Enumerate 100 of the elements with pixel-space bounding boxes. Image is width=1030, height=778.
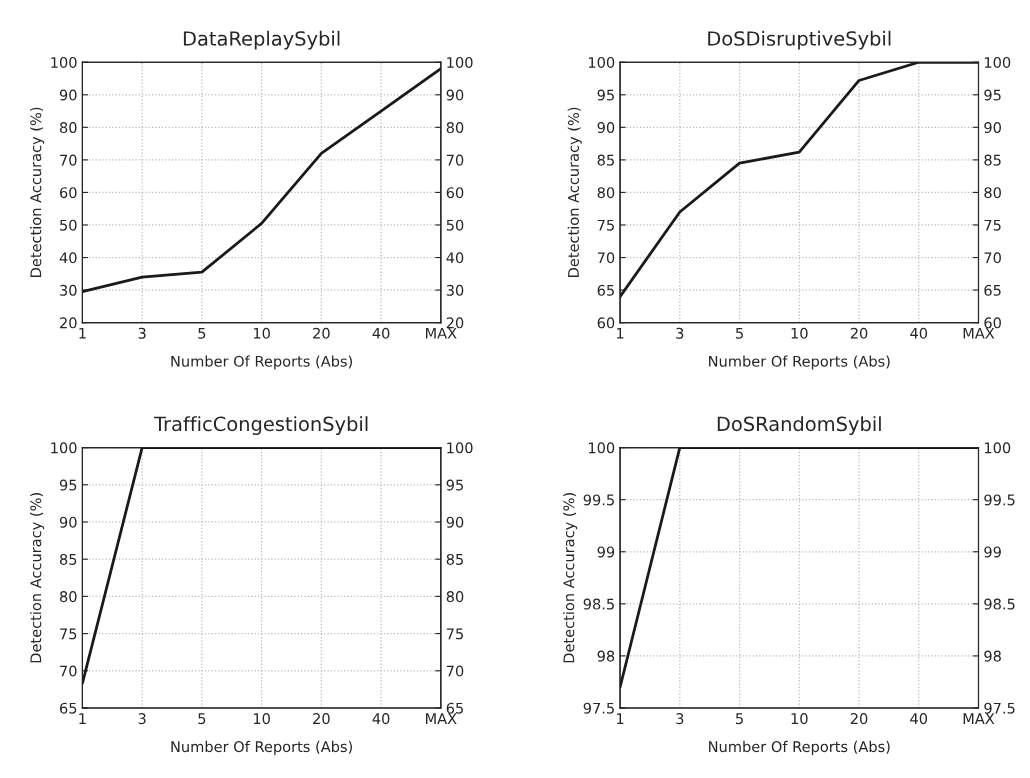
y-tick-label: 40 (59, 252, 77, 264)
chart-title: DoSRandomSybil (717, 416, 881, 435)
x-tick-label: 20 (313, 327, 330, 339)
y-tick-label: 100 (51, 442, 77, 454)
y-axis-title: Detection Accuracy (%) (30, 107, 45, 277)
x-tick-label: 1 (617, 713, 624, 724)
x-tick-label: 10 (791, 713, 808, 725)
x-tick-label: 20 (850, 327, 868, 339)
y2-tick-label: 80 (446, 591, 464, 603)
y2-tick-label: 60 (446, 187, 464, 199)
x-tick-label: MAX (963, 327, 995, 339)
x-tick-label: MAX (426, 713, 457, 724)
y-tick-label: 85 (59, 553, 77, 565)
x-tick-label: 3 (676, 327, 684, 339)
y2-tick-label: 50 (446, 219, 464, 231)
y2-tick-label: 75 (984, 219, 1001, 231)
y-tick-label: 80 (597, 187, 615, 199)
y-tick-label: 100 (588, 56, 615, 68)
x-tick-label: MAX (426, 327, 457, 339)
x-tick-label: 10 (791, 327, 808, 339)
x-tick-label: 3 (676, 713, 684, 725)
y2-tick-label: 20 (446, 317, 464, 329)
y-tick-label: 75 (597, 219, 614, 231)
y-tick-label: 65 (60, 702, 77, 714)
y-tick-label: 70 (60, 665, 77, 677)
y-tick-label: 99 (597, 546, 615, 558)
y-tick-label: 90 (59, 516, 77, 528)
y-tick-label: 90 (597, 122, 615, 134)
x-tick-label: 40 (910, 327, 928, 339)
x-tick-label: 5 (736, 713, 743, 725)
y2-tick-label: 40 (446, 252, 464, 264)
y2-tick-label: 85 (984, 154, 1001, 166)
y-axis-title: Detection Accuracy (%) (30, 493, 45, 663)
y2-tick-label: 98.5 (984, 598, 1015, 610)
y2-tick-label: 65 (984, 284, 1001, 296)
x-tick-label: 40 (372, 327, 390, 339)
y2-tick-label: 100 (447, 442, 473, 454)
y-tick-label: 85 (597, 154, 614, 166)
x-tick-label: 1 (79, 327, 86, 339)
y2-tick-label: 99.5 (984, 494, 1015, 506)
y-tick-label: 97.5 (583, 702, 614, 714)
y2-tick-label: 90 (984, 122, 1001, 134)
y-tick-label: 100 (51, 56, 77, 68)
y2-tick-label: 60 (984, 317, 1001, 329)
y-tick-label: 60 (60, 187, 77, 199)
y-tick-label: 70 (597, 252, 615, 264)
y-tick-label: 50 (60, 219, 77, 231)
x-tick-label: 3 (138, 713, 146, 725)
y2-tick-label: 70 (446, 154, 464, 166)
x-tick-label: 1 (79, 713, 86, 724)
y2-tick-label: 95 (446, 479, 463, 491)
x-tick-label: 3 (138, 327, 146, 339)
y-tick-label: 95 (597, 89, 614, 101)
y-tick-label: 98 (597, 650, 615, 662)
y2-tick-label: 30 (446, 284, 464, 296)
y-tick-label: 20 (60, 317, 77, 329)
y2-tick-label: 85 (446, 553, 463, 565)
y2-tick-label: 80 (446, 122, 464, 134)
x-tick-label: 10 (253, 713, 270, 725)
y-tick-label: 70 (60, 154, 77, 166)
y-axis-title: Detection Accuracy (%) (563, 493, 578, 663)
y2-tick-label: 90 (446, 516, 464, 528)
x-axis-title: Number Of Reports (Abs) (171, 740, 352, 755)
y-tick-label: 100 (588, 442, 615, 454)
y2-tick-label: 75 (446, 628, 463, 640)
x-axis-title: Number Of Reports (Abs) (171, 355, 352, 370)
y2-tick-label: 70 (446, 665, 464, 677)
y-tick-label: 99.5 (583, 494, 614, 506)
x-tick-label: 20 (850, 713, 868, 725)
y-tick-label: 65 (597, 284, 614, 296)
y-tick-label: 75 (60, 628, 77, 640)
y2-tick-label: 70 (984, 252, 1001, 264)
y-tick-label: 90 (59, 89, 77, 101)
x-tick-label: 10 (253, 327, 270, 339)
y-tick-label: 98.5 (583, 598, 614, 610)
y2-tick-label: 97.5 (984, 702, 1015, 714)
x-axis-title: Number Of Reports (Abs) (709, 740, 890, 755)
y-tick-label: 60 (597, 317, 615, 329)
y-tick-label: 80 (59, 122, 77, 134)
chart-title: DoSDisruptiveSybil (708, 30, 891, 50)
y-tick-label: 30 (60, 284, 77, 296)
y2-tick-label: 95 (984, 89, 1001, 101)
y-tick-label: 80 (59, 591, 77, 603)
chart-title: TrafficCongestionSybil (153, 416, 368, 435)
x-tick-label: 5 (198, 327, 206, 339)
x-tick-label: 5 (198, 713, 206, 725)
y2-tick-label: 100 (984, 442, 1011, 454)
y2-tick-label: 100 (984, 56, 1011, 68)
y2-tick-label: 65 (446, 702, 463, 714)
y-axis-title: Detection Accuracy (%) (567, 107, 582, 277)
x-tick-label: 1 (617, 327, 624, 339)
x-tick-label: MAX (963, 713, 995, 724)
x-tick-label: 20 (313, 713, 330, 725)
y2-tick-label: 80 (984, 187, 1001, 199)
y2-tick-label: 100 (447, 56, 473, 68)
y-tick-label: 95 (59, 479, 77, 491)
chart-title: DataReplaySybil (183, 30, 340, 50)
y2-tick-label: 90 (446, 89, 464, 101)
y2-tick-label: 98 (984, 650, 1001, 662)
x-axis-title: Number Of Reports (Abs) (709, 355, 890, 370)
